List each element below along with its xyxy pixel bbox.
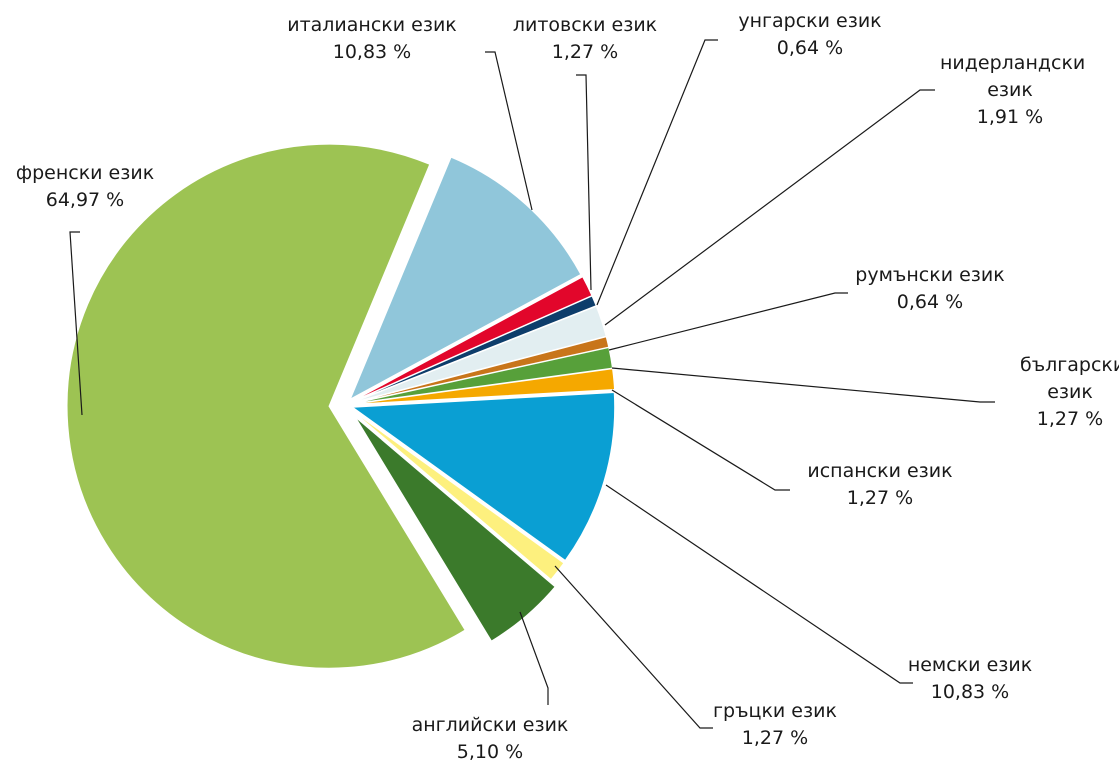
pie-slice [352,368,616,405]
value-label: 1,27 % [741,727,809,749]
category-label: френски език [15,162,155,184]
slice-label: френски език 64,97 % [0,160,170,214]
leader-line [611,367,995,403]
category-label: литовски език [512,14,658,36]
leader-line [596,39,718,306]
value-label: 1,27 % [551,41,619,63]
leader-line [485,51,533,211]
pie-slice [354,416,556,642]
value-label: 5,10 % [456,741,524,763]
slice-label: румънски език 0,64 % [840,262,1020,316]
category-label: гръцки език [713,700,837,722]
leader-line [608,292,848,351]
category-label: румънски език [855,264,1005,286]
leader-line [604,89,935,326]
pie-slice [352,305,607,403]
value-label: 10,83 % [930,681,1010,703]
leader-line [519,611,549,705]
value-label: 64,97 % [45,189,125,211]
category-label: испански език [807,460,953,482]
value-label: 1,91 % [976,106,1044,128]
category-label: български език [1020,354,1119,403]
leader-line [605,484,913,684]
category-label: немски език [907,654,1033,676]
slice-label: испански език 1,27 % [790,458,970,512]
leader-line [69,231,83,416]
pie-slice [66,143,466,669]
value-label: 1,27 % [846,487,914,509]
category-label: английски език [411,714,569,736]
value-label: 10,83 % [332,41,412,63]
pie-slice [352,295,597,403]
slice-label: немски език 10,83 % [880,652,1060,706]
pie-slice [349,156,582,401]
slice-label: италиански език 10,83 % [272,12,472,66]
category-label: унгарски език [738,10,882,32]
value-label: 1,27 % [1036,408,1104,430]
slice-label: литовски език 1,27 % [495,12,675,66]
slice-label: български език 1,27 % [1020,352,1119,433]
leader-line [576,74,592,291]
slice-label: унгарски език 0,64 % [720,8,900,62]
value-label: 0,64 % [896,291,964,313]
pie-slice [350,409,565,581]
slice-label: гръцки език 1,27 % [690,698,860,752]
slice-label: английски език 5,10 % [390,712,590,766]
value-label: 0,64 % [776,37,844,59]
leader-line [611,389,790,491]
category-label: италиански език [287,14,457,36]
slice-label: нидерландски език 1,91 % [940,50,1086,131]
category-label: нидерландски език [940,52,1086,101]
pie-slice [351,392,616,562]
leader-line [554,565,713,729]
